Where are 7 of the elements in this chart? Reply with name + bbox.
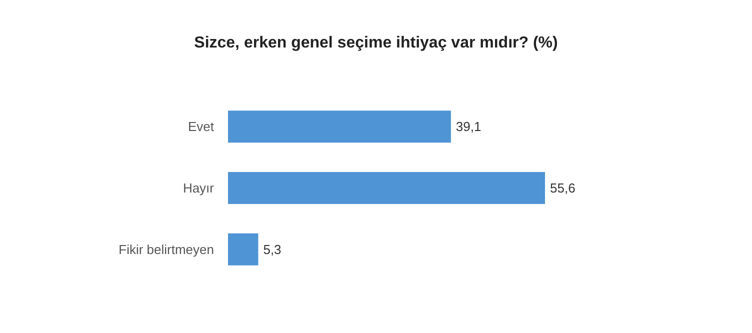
data-label: 5,3 [263,242,282,257]
data-label: 39,1 [456,119,482,134]
y-tick-label: Fikir belirtmeyen [118,242,214,257]
chart-title: Sizce, erken genel seçime ihtiyaç var mıdır? (%) [194,34,558,52]
y-tick-label: Hayır [182,180,215,196]
data-label: 55,6 [550,180,576,196]
y-tick-label: Evet [188,119,214,134]
